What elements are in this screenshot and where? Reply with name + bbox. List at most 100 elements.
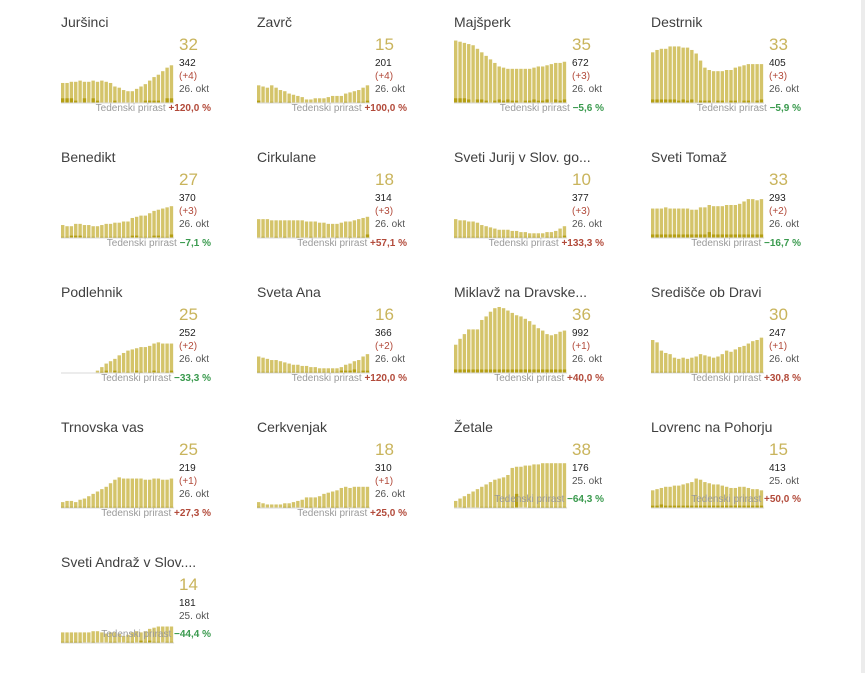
municipality-name[interactable]: Lovrenc na Pohorju [651,419,773,435]
municipality-name[interactable]: Zavrč [257,14,292,30]
active-cases-bar [322,368,326,373]
active-cases-bar [497,229,501,238]
new-cases-bar [169,98,174,103]
active-cases-bar [313,98,317,103]
new-cases-bar [261,236,265,238]
scrollbar[interactable] [861,0,865,673]
municipality-name[interactable]: Žetale [454,419,493,435]
active-cases-bar [78,223,82,238]
weekly-growth-value: +120,0 % [364,373,407,384]
municipality-card[interactable]: Središče ob Dravi 30 247 (+1) 26. okt Tedensk… [651,284,826,409]
daily-change-value: (+1) [375,476,394,487]
active-cases-bar [61,502,65,508]
active-cases-bar [506,310,510,373]
new-cases-bar [65,641,69,643]
active-cases-bar [742,65,746,103]
active-cases-bar [729,205,733,238]
active-cases-bar [467,329,471,373]
active-cases-bar [156,74,161,103]
active-cases-bar [87,496,91,508]
municipality-card[interactable]: Juršinci 32 342 (+4) 26. okt Tedenski prirast… [61,14,236,139]
municipality-card[interactable]: Žetale 38 176 25. okt Tedenski prirast −64,3… [454,419,629,544]
active-cases-bar [317,222,322,238]
active-cases-bar [335,95,339,103]
municipality-name[interactable]: Juršinci [61,14,109,30]
new-cases-bar [493,369,497,373]
active-cases-bar [287,93,291,103]
municipality-name[interactable]: Cirkulane [257,149,317,165]
active-cases-bar [304,497,309,508]
active-cases-bar [493,228,497,238]
daily-change-value: (+3) [375,206,394,217]
active-cases-bar [690,209,694,238]
new-cases-bar [497,236,501,238]
new-cases-bar [296,236,300,238]
active-cases-bar [716,206,720,238]
municipality-card[interactable]: Podlehnik 25 252 (+2) 26. okt Tedenski priras… [61,284,236,409]
new-cases-bar [724,505,729,508]
municipality-name[interactable]: Destrnik [651,14,703,30]
active-cases-bar [558,331,562,373]
active-cases-value: 33 [769,35,788,54]
active-cases-bar [304,99,309,103]
active-cases-bar [475,489,480,508]
municipality-card[interactable]: Destrnik 33 405 (+3) 26. okt Tedenski prirast… [651,14,826,139]
municipality-card[interactable]: Miklavž na Dravske... 36 992 (+1) 26. okt Ted… [454,284,629,409]
new-cases-bar [78,641,82,643]
active-cases-bar [703,482,707,508]
daily-change-value: (+2) [769,206,788,217]
new-cases-bar [454,98,458,103]
active-cases-bar [169,343,174,373]
municipality-name[interactable]: Podlehnik [61,284,123,300]
active-cases-bar [458,338,462,373]
active-cases-bar [82,81,87,103]
municipality-name[interactable]: Sveti Tomaž [651,149,727,165]
active-cases-bar [87,81,91,103]
municipality-card[interactable]: Lovrenc na Pohorju 15 413 25. okt Tedenski p… [651,419,826,544]
new-cases-bar [313,371,317,373]
active-cases-bar [532,67,536,103]
active-cases-bar [471,491,475,508]
active-cases-bar [467,493,471,508]
municipality-card[interactable]: Majšperk 35 672 (+3) 26. okt Tedenski prirast… [454,14,629,139]
active-cases-bar [165,207,169,238]
active-cases-bar [95,370,100,373]
municipality-card[interactable]: Sveta Ana 16 366 (+2) 26. okt Tedenski priras… [257,284,432,409]
municipality-card[interactable]: Cirkulane 18 314 (+3) 26. okt Tedenski priras… [257,149,432,274]
municipality-card[interactable]: Sveti Tomaž 33 293 (+2) 26. okt Tedenski prir… [651,149,826,274]
municipality-card[interactable]: Sveti Andraž v Slov.... 14 181 25. okt Teden… [61,554,236,679]
new-cases-bar [104,236,108,238]
municipality-name[interactable]: Sveti Jurij v Slov. go... [454,149,591,165]
municipality-card[interactable]: Cerkvenjak 18 310 (+1) 26. okt Tedenski prira… [257,419,432,544]
active-cases-bar [126,221,130,238]
active-cases-value: 32 [179,35,198,54]
active-cases-sparkline [61,342,175,374]
update-date: 26. okt [179,219,210,230]
municipality-name[interactable]: Sveta Ana [257,284,321,300]
active-cases-bar [361,356,365,373]
new-cases-bar [330,371,335,373]
municipality-card[interactable]: Sveti Jurij v Slov. go... 10 377 (+3) 26. ok… [454,149,629,274]
municipality-card[interactable]: Benedikt 27 370 (+3) 26. okt Tedenski prirast… [61,149,236,274]
municipality-card[interactable]: Zavrč 15 201 (+4) 26. okt Tedenski prirast +1… [257,14,432,139]
municipality-name[interactable]: Majšperk [454,14,511,30]
new-cases-bar [536,369,541,373]
update-date: 25. okt [769,476,800,487]
new-cases-bar [484,100,488,103]
municipality-card[interactable]: Trnovska vas 25 219 (+1) 26. okt Tedenski pri… [61,419,236,544]
municipality-name[interactable]: Središče ob Dravi [651,284,762,300]
total-cases-value: 672 [572,58,589,69]
total-cases-value: 293 [769,193,786,204]
municipality-name[interactable]: Miklavž na Dravske... [454,284,588,300]
new-cases-bar [475,236,480,238]
new-cases-bar [274,371,278,373]
active-cases-bar [287,220,291,238]
active-cases-bar [161,71,165,103]
new-cases-bar [510,236,514,238]
municipality-name[interactable]: Benedikt [61,149,116,165]
active-cases-bar [291,94,296,103]
municipality-name[interactable]: Trnovska vas [61,419,144,435]
municipality-name[interactable]: Sveti Andraž v Slov.... [61,554,197,570]
municipality-name[interactable]: Cerkvenjak [257,419,328,435]
active-cases-bar [462,220,467,238]
